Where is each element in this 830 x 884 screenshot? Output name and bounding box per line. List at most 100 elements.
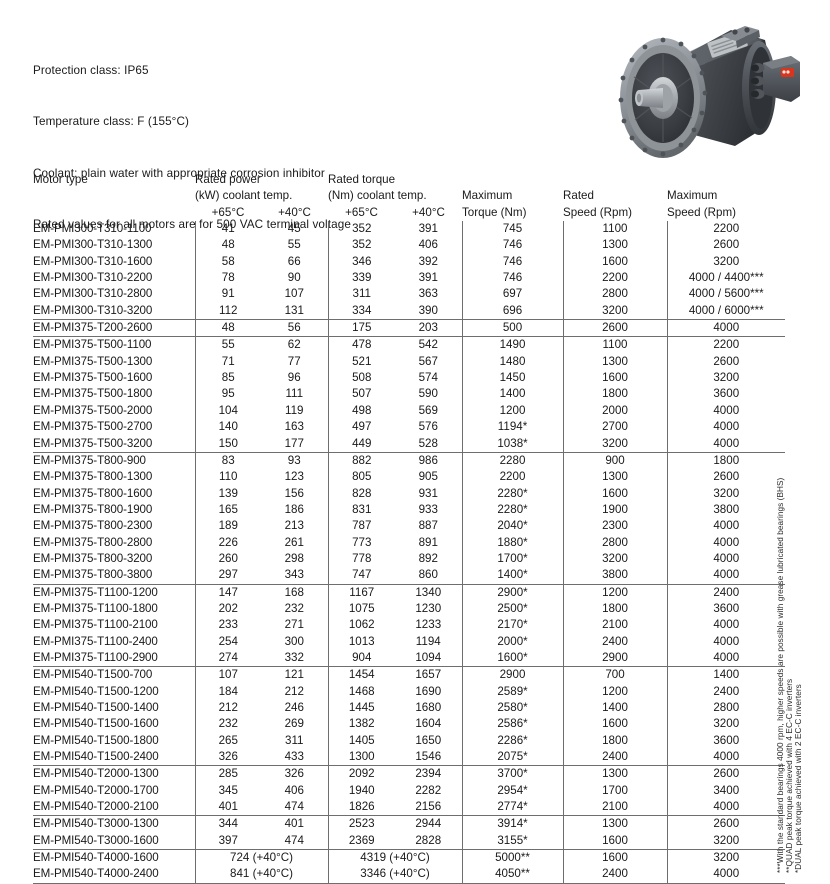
spec-line-coolant: Coolant: plain water with appropriate co… [33,166,325,180]
col-header-rated-speed-line1b: Rated [563,189,594,203]
table-head: Motor type Rated power Rated torque (kW)… [33,172,785,221]
cell-motor-type: EM-PMI540-T1500-1200 [33,684,159,698]
cell-maximum-speed: 4000 [666,567,786,585]
cell-maximum-speed: 2400 [666,683,786,700]
cell-maximum-torque: 2075* [461,749,564,767]
cell-rated-torque-40c: 887 [418,519,438,533]
cell-rated-power-65c: 48 [194,237,261,254]
cell-rated-power-65c: 58 [194,253,261,271]
cell-rated-speed: 2200 [562,270,668,287]
cell-rated-speed: 3200 [562,302,668,321]
cell-rated-power-40c: 401 [284,817,304,831]
cell-maximum-speed: 4000 [666,534,786,551]
cell-rated-power-65c: 232 [194,716,261,733]
cell-maximum-speed: 2600 [666,353,786,371]
cell-maximum-speed: 3200 [666,485,786,502]
table-row: EM-PMI375-T1100-2900 274 332 904 1094 1600* 29… [33,649,786,668]
cell-maximum-speed: 2600 [666,765,786,783]
cell-rated-power-40c: 111 [285,387,304,401]
cell-motor-type: EM-PMI540-T3000-1300 [33,817,159,831]
cell-rated-torque-40c: 1604 [415,717,442,731]
cell-maximum-torque: 746 [461,270,564,287]
cell-rated-torque-span: 4319 (+40°C) [327,849,463,867]
table-row: EM-PMI540-T4000-1600 724 (+40°C) 4319 (+40… [33,849,786,867]
cell-rated-speed: 1300 [562,815,668,833]
cell-motor-type: EM-PMI375-T800-2800 [33,535,153,549]
cell-rated-speed: 2100 [562,617,668,634]
cell-rated-power-40c: 213 [284,519,304,533]
cell-rated-speed: 1600 [562,849,668,867]
cell-maximum-speed: 2200 [666,221,786,238]
cell-rated-torque-40c: 2828 [395,832,463,851]
cell-rated-power-65c: 150 [194,435,261,453]
cell-rated-torque-40c: 1690 [415,684,442,698]
table-row: EM-PMI540-T1500-1200 184 212 1468 1690 2589* 1… [33,683,786,700]
table-row: EM-PMI375-T800-900 83 93 882 986 2280 900 1800 [33,452,786,470]
cell-motor-type: EM-PMI300-T310-1100 [33,222,152,236]
cell-motor-type: EM-PMI375-T1100-1800 [33,601,158,615]
col-header-max-speed-line2: Speed (Rpm) [667,205,736,219]
cell-rated-power-65c: 165 [194,501,261,519]
cell-rated-torque-40c: 933 [418,502,438,516]
cell-rated-speed: 2100 [562,799,668,817]
cell-rated-torque-40c: 391 [418,222,438,236]
cell-motor-type: EM-PMI540-T1500-1600 [33,717,159,731]
cell-rated-power-40c: 123 [284,470,304,484]
cell-rated-torque-65c: 497 [327,419,395,436]
cell-maximum-torque: 5000** [461,849,564,867]
cell-motor-type: EM-PMI540-T3000-1600 [33,832,195,851]
header-spacer-b [33,205,195,221]
cell-motor-type: EM-PMI540-T2000-1700 [33,783,159,797]
cell-maximum-speed: 3200 [666,253,786,271]
table-row: EM-PMI300-T310-2200 78 90 339 391 746 2200 4000… [33,270,786,287]
col-header-rated-torque-line1: Rated torque [328,173,396,186]
cell-rated-torque-40c: 931 [418,486,438,500]
col-header-rated-torque-line2: (Nm) coolant temp. [328,189,427,203]
cell-rated-power-40c: 66 [287,254,301,268]
cell-rated-speed: 1300 [562,237,668,254]
cell-motor-type: EM-PMI300-T310-1300 [33,238,153,252]
cell-rated-power-40c: 177 [261,435,328,453]
cell-maximum-torque: 2280* [461,485,564,502]
table-row: EM-PMI375-T500-1100 55 62 478 542 1490 1100 220… [33,336,786,354]
cell-rated-torque-65c: 507 [327,386,395,403]
cell-rated-torque-40c: 986 [418,453,438,467]
cell-rated-power-40c: 56 [261,319,328,338]
col-header-motor-type: Motor type [33,173,88,186]
cell-rated-power-40c: 232 [284,601,304,615]
table-row: EM-PMI540-T2000-2100 401 474 1826 2156 2774* 2… [33,799,786,817]
cell-motor-type: EM-PMI375-T1100-1200 [33,585,158,599]
cell-motor-type: EM-PMI300-T310-2800 [33,287,153,301]
cell-rated-speed: 2800 [562,534,668,551]
cell-rated-torque-40c: 542 [418,338,438,352]
cell-maximum-speed: 4000 [666,633,786,650]
cell-motor-type: EM-PMI375-T800-3800 [33,567,195,585]
cell-rated-speed: 1600 [562,370,668,387]
cell-rated-torque-65c: 773 [327,534,395,551]
cell-rated-torque-65c: 1405 [327,732,395,750]
cell-maximum-torque: 2774* [461,799,564,817]
cell-rated-speed: 1600 [562,485,668,502]
cell-rated-power-65c: 78 [194,270,261,287]
table-row: EM-PMI375-T800-3800 297 343 747 860 1400* 3800… [33,567,786,585]
cell-rated-power-65c: 226 [194,534,261,551]
cell-rated-power-40c: 121 [284,668,304,682]
cell-rated-speed: 1700 [562,782,668,800]
cell-rated-torque-40c: 392 [418,254,438,268]
cell-maximum-torque: 1194* [461,419,564,436]
cell-rated-power-65c: 95 [194,386,261,403]
cell-rated-power-65c: 401 [194,799,261,817]
cell-maximum-torque: 2286* [461,732,564,750]
cell-rated-power-65c: 233 [194,617,261,634]
motor-data-table-container: Motor type Rated power Rated torque (kW)… [33,172,786,884]
cell-motor-type: EM-PMI375-T500-1800 [33,387,153,401]
cell-maximum-speed: 2200 [666,336,786,354]
cell-maximum-speed: 4000 [666,749,786,767]
cell-maximum-torque: 2280 [461,452,564,470]
cell-maximum-torque: 696 [461,302,564,321]
table-row: EM-PMI540-T2000-1700 345 406 1940 2282 2954* 1… [33,782,786,800]
cell-rated-torque-40c: 1657 [415,668,442,682]
cell-maximum-speed: 4000 [666,319,786,338]
cell-rated-power-40c: 298 [284,551,304,565]
table-row: EM-PMI375-T500-3200 150 177 449 528 1038* 3200… [33,435,786,453]
